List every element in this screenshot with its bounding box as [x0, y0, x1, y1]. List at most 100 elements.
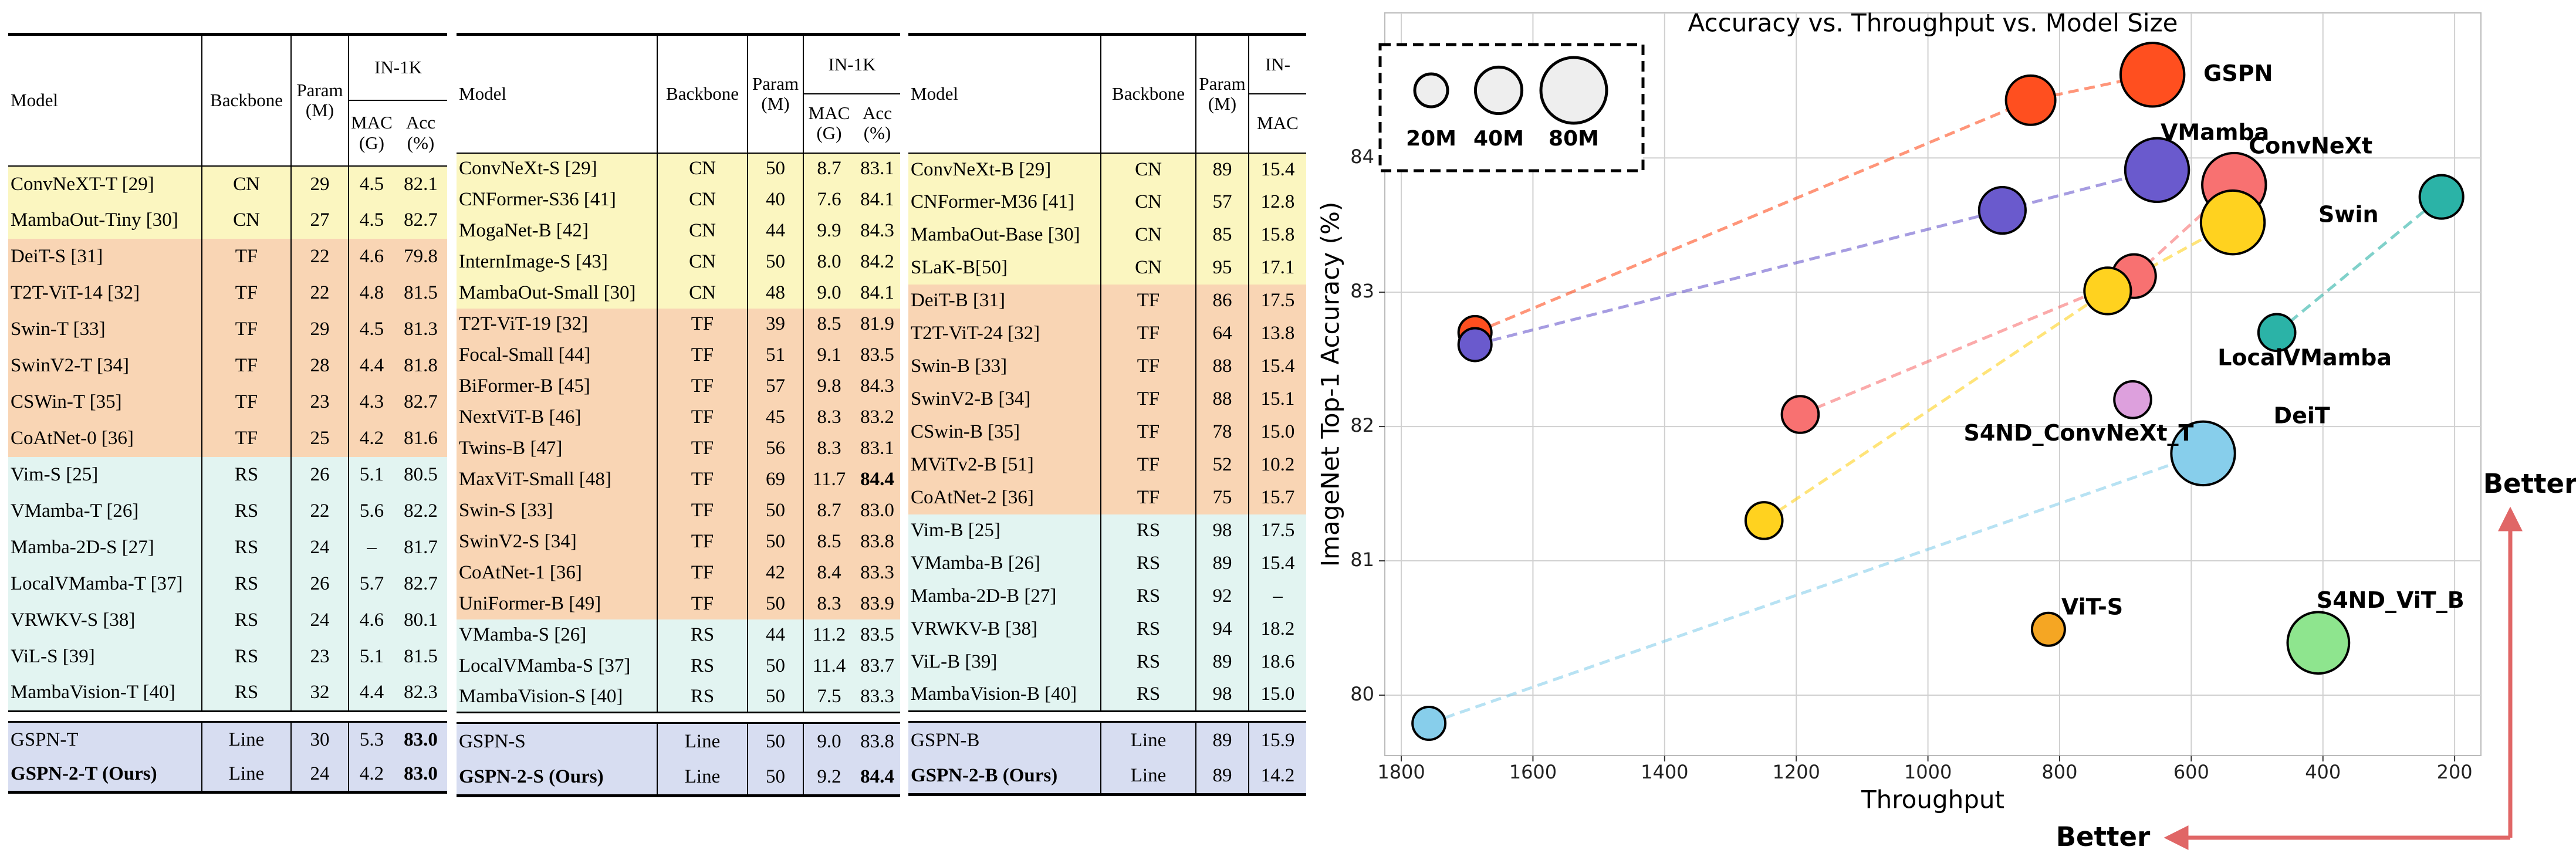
table-row: CSWin-T [35] TF 23 4.3 82.7 — [8, 384, 448, 421]
table-cell: 22 — [291, 493, 349, 530]
row-group: Vim-S [25] RS 26 5.1 80.5 VMamba-T [26] RS 22 5.… — [8, 456, 448, 712]
table-cell: 52 — [1196, 448, 1249, 482]
table-cell: 80.5 — [404, 464, 438, 485]
table-cell: 4.6 — [359, 246, 384, 267]
table-cell: 28 — [291, 347, 349, 384]
table-cell: MambaOut-Tiny [30] — [8, 202, 202, 239]
table-cell: 83.3 — [854, 681, 901, 713]
bubble — [1780, 395, 1820, 434]
table-cell: 81.7 — [404, 537, 438, 558]
table-cell: 13.8 — [1260, 323, 1295, 344]
table-cell: 27 — [291, 202, 349, 239]
table-row: MambaVision-S [40] RS 50 7.5 83.3 — [457, 681, 901, 713]
table-cell: 81.8 — [404, 355, 438, 376]
table-cell: RS — [657, 681, 748, 713]
y-tick-label: 84 — [1350, 145, 1374, 168]
column-header: Backbone — [657, 33, 748, 154]
table-cell: 26 — [291, 566, 349, 602]
table-cell: SwinV2-T [34] — [8, 347, 202, 384]
series-label: LocalVMamba — [2217, 344, 2392, 370]
table-cell: T2T-ViT-24 [32] — [908, 317, 1101, 350]
table-cell: MViTv2-B [51] — [908, 448, 1101, 482]
table-cell: 82.7 — [404, 573, 438, 594]
table-cell: RS — [202, 566, 292, 602]
table-cell: 11.4 — [812, 655, 846, 676]
table-head: Model Backbone Param (M) IN-1K MAC (G) Acc (%… — [457, 33, 901, 154]
legend-bubble — [1539, 56, 1608, 125]
series-label: S4ND_ConvNeXt_T — [1964, 420, 2194, 446]
table-cell: CN — [1101, 185, 1196, 219]
table-cell: 84.4 — [860, 468, 894, 490]
table-cell: 89 — [1196, 721, 1249, 759]
table-row: CoAtNet-0 [36] TF 25 4.2 81.6 — [8, 420, 448, 457]
table-cell: TF — [657, 401, 748, 433]
table-row: VMamba-T [26] RS 22 5.6 82.2 — [8, 493, 448, 530]
row-group: GSPN-S Line 50 9.0 83.8 GSPN-2-S (Ours) Line 50… — [457, 722, 901, 797]
table-cell: 9.0 — [817, 282, 841, 303]
table-cell: 9.8 — [817, 375, 841, 397]
x-tick-label: 1800 — [1377, 761, 1425, 783]
bubble — [1744, 501, 1784, 540]
spacer — [908, 712, 1306, 722]
table-cell: 11.2 — [812, 624, 846, 645]
table-cell: TF — [202, 311, 292, 348]
x-tick-label: 1200 — [1772, 761, 1820, 783]
table-cell: Focal-Small [44] — [457, 339, 658, 371]
table-cell: MogaNet-B [42] — [457, 215, 658, 246]
series-label: ConvNeXt — [2249, 133, 2372, 159]
table-row: Mamba-2D-B [27] RS 92 – — [908, 580, 1306, 613]
table-cell: 51 — [748, 339, 804, 371]
table-row: UniFormer-B [49] TF 50 8.3 83.9 — [457, 588, 901, 619]
x-tick-label: 1400 — [1641, 761, 1688, 783]
table: Model Backbone Param (M) IN- MAC ConvNeXt-B [… — [908, 33, 1306, 796]
table-cell: 4.6 — [359, 610, 384, 631]
table-cell: ConvNeXT-T [29] — [8, 165, 202, 202]
table-row: LocalVMamba-S [37] RS 50 11.4 83.7 — [457, 650, 901, 682]
table-cell: 82.7 — [404, 391, 438, 412]
table-cell: 89 — [1196, 153, 1249, 186]
bubble — [2119, 42, 2186, 108]
table-cell: 75 — [1196, 481, 1249, 514]
spacer-cell — [8, 712, 447, 722]
table-cell: 98 — [1196, 678, 1249, 712]
table-cell: RS — [657, 619, 748, 651]
table-row: LocalVMamba-T [37] RS 26 5.7 82.7 — [8, 566, 448, 602]
table-cell: GSPN-2-S (Ours) — [457, 759, 658, 797]
table-row: CoAtNet-2 [36] TF 75 15.7 — [908, 481, 1306, 514]
table-cell: TF — [657, 526, 748, 557]
table-row: GSPN-2-B (Ours) Line 89 14.2 — [908, 758, 1306, 796]
table-cell: GSPN-2-T (Ours) — [8, 757, 202, 794]
table-cell: – — [1273, 585, 1283, 607]
y-axis-label: ImageNet Top-1 Accuracy (%) — [1316, 202, 1345, 567]
table-cell: 8.3 — [817, 592, 841, 614]
table-cell: 23 — [291, 638, 349, 675]
annotation: Better — [2483, 468, 2576, 499]
table-cell: 15.4 — [1260, 355, 1295, 377]
column-header: Model — [457, 33, 658, 154]
row-group: VMamba-S [26] RS 44 11.2 83.5 LocalVMamba-S [… — [457, 619, 901, 713]
size-legend: 20M 40M 80M — [1378, 43, 1645, 172]
row-group: T2T-ViT-19 [32] TF 39 8.5 81.9 Focal-Small [4… — [457, 308, 901, 619]
x-tick-label: 800 — [2041, 761, 2077, 783]
table-cell: LocalVMamba-T [37] — [8, 566, 202, 602]
table-cell: 9.1 — [817, 344, 841, 365]
table-row: GSPN-2-T (Ours) Line 24 4.2 83.0 — [8, 757, 448, 794]
table-cell: Line — [1101, 721, 1196, 759]
table-cell: 29 — [291, 165, 349, 202]
table-cell: BiFormer-B [45] — [457, 370, 658, 402]
table-cell: VMamba-B [26] — [908, 547, 1101, 580]
chart: 1800 1600 1400 1200 1000 800 600 400 200 80 81 82 83… — [1316, 9, 2576, 853]
table-cell: 83.5 — [860, 344, 894, 365]
table: Model Backbone Param (M) IN-1K MAC (G) Acc (%… — [457, 33, 901, 797]
x-tick-label: 200 — [2437, 761, 2473, 783]
table-cell: MambaVision-S [40] — [457, 681, 658, 713]
table-cell: 50 — [748, 246, 804, 277]
table-cell: 4.2 — [349, 757, 394, 794]
table-cell: Line — [202, 721, 292, 757]
table-cell: 81.5 — [404, 282, 438, 303]
table-cell: CSWin-T [35] — [8, 384, 202, 421]
table-cell: 12.8 — [1260, 191, 1295, 212]
table-cell: RS — [202, 493, 292, 530]
column-header: MAC (G) — [803, 93, 854, 154]
table-row: ConvNeXt-B [29] CN 89 15.4 — [908, 153, 1306, 186]
